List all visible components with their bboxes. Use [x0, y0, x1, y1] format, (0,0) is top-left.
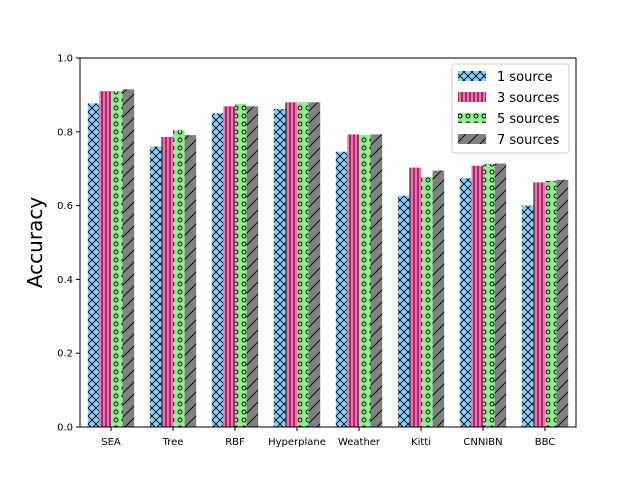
bar-bbc-3-sources — [533, 182, 545, 427]
bar-sea-5-sources — [111, 91, 123, 428]
plot-frame — [79, 57, 577, 428]
x-tick-label: Tree — [162, 437, 184, 448]
bar-bbc-7-sources — [556, 179, 569, 427]
bar-weather-5-sources — [359, 134, 371, 427]
bar-tree-7-sources — [184, 135, 197, 427]
bar-cnnibn-5-sources — [483, 163, 495, 427]
y-tick-label: 0.8 — [57, 127, 73, 138]
bar-tree-5-sources — [173, 130, 185, 427]
legend: 1 source 3 sources 5 sources 7 sources — [451, 63, 570, 154]
bar-kitti-7-sources — [432, 170, 445, 428]
bar-hyperplane-3-sources — [285, 102, 297, 427]
y-tick-label: 1.0 — [57, 54, 73, 65]
y-tick-label: 0.6 — [57, 201, 73, 212]
bar-bbc-1-source — [521, 205, 534, 427]
x-tick-label: Hyperplane — [268, 437, 326, 448]
bar-kitti-1-source — [397, 195, 410, 427]
bar-tree-3-sources — [161, 136, 173, 427]
bar-rbf-7-sources — [246, 106, 259, 428]
bar-kitti-5-sources — [421, 176, 433, 427]
y-axis-label: Accuracy — [23, 197, 47, 288]
bar-cnnibn-1-source — [459, 178, 472, 427]
bar-cnnibn-7-sources — [494, 163, 507, 427]
x-tick-label: RBF — [225, 437, 245, 448]
legend-swatch — [458, 134, 486, 144]
y-axis: 0.0 0.2 0.4 0.6 0.8 1.0 — [57, 54, 80, 434]
bar-hyperplane-5-sources — [297, 102, 309, 427]
bar-tree-1-source — [149, 146, 162, 427]
x-axis: SEA Tree RBF Hyperplane Weather Kitti CNNIBN BB… — [101, 427, 555, 448]
bar-kitti-3-sources — [409, 167, 421, 427]
y-tick-label: 0.4 — [57, 275, 73, 286]
bar-sea-3-sources — [99, 91, 111, 428]
legend-label: 3 sources — [497, 91, 560, 106]
bar-weather-1-source — [335, 151, 348, 427]
legend-label: 5 sources — [497, 112, 560, 127]
bars-group — [87, 89, 569, 428]
x-tick-label: Kitti — [411, 437, 431, 448]
bar-rbf-1-source — [211, 113, 224, 427]
bar-sea-1-source — [87, 103, 100, 428]
bar-rbf-3-sources — [223, 106, 235, 428]
bar-sea-7-sources — [122, 89, 135, 428]
x-tick-label: CNNIBN — [463, 437, 502, 448]
bar-weather-7-sources — [370, 134, 383, 427]
legend-box — [451, 63, 570, 154]
bar-rbf-5-sources — [235, 103, 247, 428]
legend-swatch — [458, 71, 486, 81]
bar-hyperplane-1-source — [273, 108, 286, 427]
bar-weather-3-sources — [347, 134, 359, 427]
x-tick-label: SEA — [101, 437, 121, 448]
bar-hyperplane-7-sources — [308, 102, 321, 427]
x-tick-label: Weather — [338, 437, 381, 448]
y-tick-label: 0.2 — [57, 349, 73, 360]
legend-swatch — [458, 113, 486, 123]
legend-label: 1 source — [497, 70, 553, 85]
x-tick-label: BBC — [535, 437, 556, 448]
bar-cnnibn-3-sources — [471, 165, 483, 428]
legend-swatch — [458, 92, 486, 102]
y-tick-label: 0.0 — [57, 423, 73, 434]
legend-label: 7 sources — [497, 133, 560, 148]
bar-bbc-5-sources — [545, 180, 557, 427]
